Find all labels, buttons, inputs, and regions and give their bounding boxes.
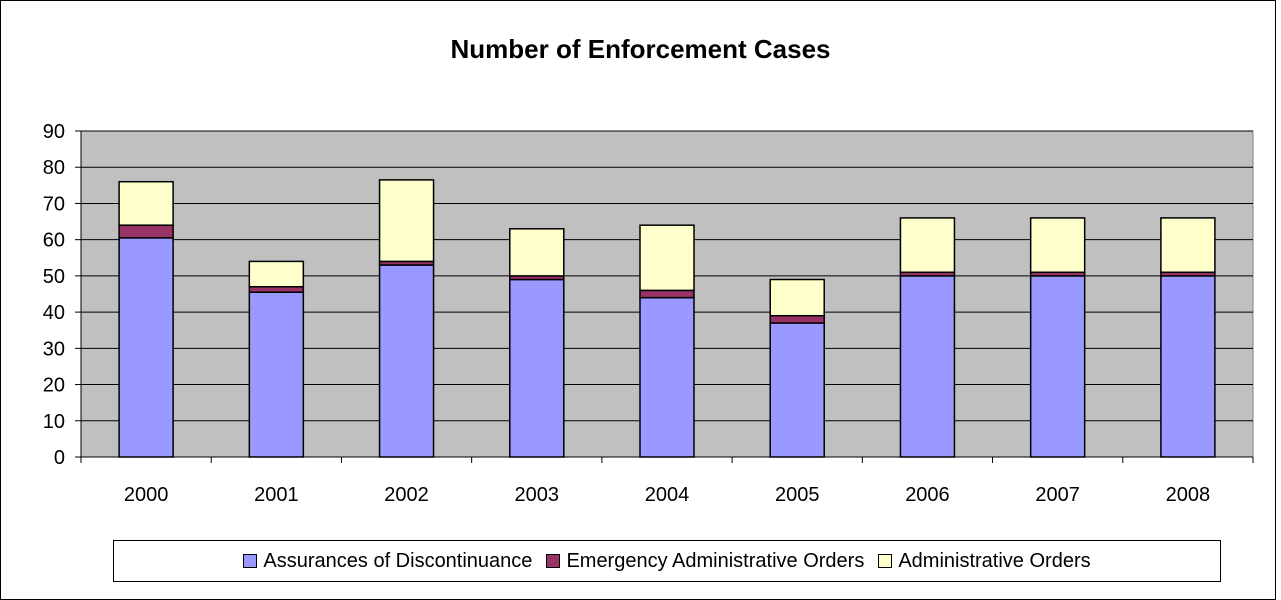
bar-segment-administrative-2001 [248, 260, 305, 288]
legend-item-emergency: Emergency Administrative Orders [546, 550, 864, 573]
x-tick-label: 2008 [1166, 484, 1211, 506]
y-tick-label: 60 [43, 230, 65, 252]
axes [75, 130, 1254, 463]
bar-segment-emergency-2005 [769, 314, 825, 324]
bar-segment-assurances-2005 [769, 322, 825, 458]
x-tick-label: 2001 [254, 484, 299, 506]
bars [118, 179, 1216, 458]
bar-segment-assurances-2007 [1029, 275, 1086, 458]
y-tick-labels: 0 10 20 30 40 50 60 70 80 90 [43, 121, 65, 469]
x-tick-label: 2004 [645, 484, 690, 506]
bar-segment-assurances-2004 [639, 296, 695, 458]
y-tick-label: 30 [43, 338, 65, 360]
bar-segment-administrative-2006 [899, 217, 956, 274]
legend-label-emergency: Emergency Administrative Orders [566, 549, 865, 572]
bar-segment-administrative-2007 [1029, 217, 1086, 274]
legend: Assurances of Discontinuance Emergency A… [113, 540, 1221, 582]
y-tick-label: 90 [43, 121, 65, 143]
bar-segment-administrative-2003 [509, 228, 565, 277]
bar-segment-assurances-2006 [899, 275, 956, 458]
bar-segment-emergency-2004 [639, 289, 695, 299]
bar-segment-assurances-2008 [1160, 275, 1216, 458]
bar-segment-administrative-2008 [1160, 217, 1216, 274]
legend-item-administrative: Administrative Orders [878, 549, 1091, 573]
y-tick-label: 40 [43, 302, 65, 324]
x-tick-label: 2006 [905, 484, 950, 506]
x-tick-labels: 2000 2001 2002 2003 2004 2005 2006 2007 2008 [124, 484, 1210, 506]
chart-title: Number of Enforcement Cases [450, 34, 831, 64]
x-tick-label: 2007 [1035, 484, 1080, 506]
legend-swatch-administrative [878, 554, 893, 568]
bar-segment-assurances-2000 [118, 237, 174, 458]
legend-swatch-assurances [243, 554, 258, 568]
legend-label-assurances: Assurances of Discontinuance [263, 549, 533, 572]
y-tick-label: 10 [43, 411, 65, 433]
bar-segment-emergency-2001 [248, 286, 305, 293]
x-tick-label: 2002 [384, 484, 429, 506]
y-tick-label: 0 [54, 447, 65, 469]
y-tick-label: 50 [43, 266, 65, 288]
y-tick-label: 80 [43, 157, 65, 179]
legend-label-administrative: Administrative Orders [898, 549, 1091, 572]
legend-swatch-emergency [546, 554, 561, 568]
bar-segment-assurances-2002 [378, 264, 435, 458]
bar-segment-administrative-2004 [639, 224, 695, 292]
bar-segment-administrative-2000 [118, 180, 174, 226]
bar-segment-emergency-2000 [118, 224, 174, 239]
bar-segment-assurances-2003 [509, 278, 565, 458]
bar-segment-administrative-2002 [378, 179, 435, 263]
y-tick-label: 70 [43, 193, 65, 215]
bar-segment-assurances-2001 [248, 291, 305, 458]
legend-item-assurances: Assurances of Discontinuance [243, 550, 532, 573]
y-tick-label: 20 [43, 375, 65, 397]
x-tick-label: 2003 [515, 484, 560, 506]
x-tick-label: 2005 [775, 484, 820, 506]
x-tick-label: 2000 [124, 484, 169, 506]
bar-segment-administrative-2005 [769, 278, 825, 317]
